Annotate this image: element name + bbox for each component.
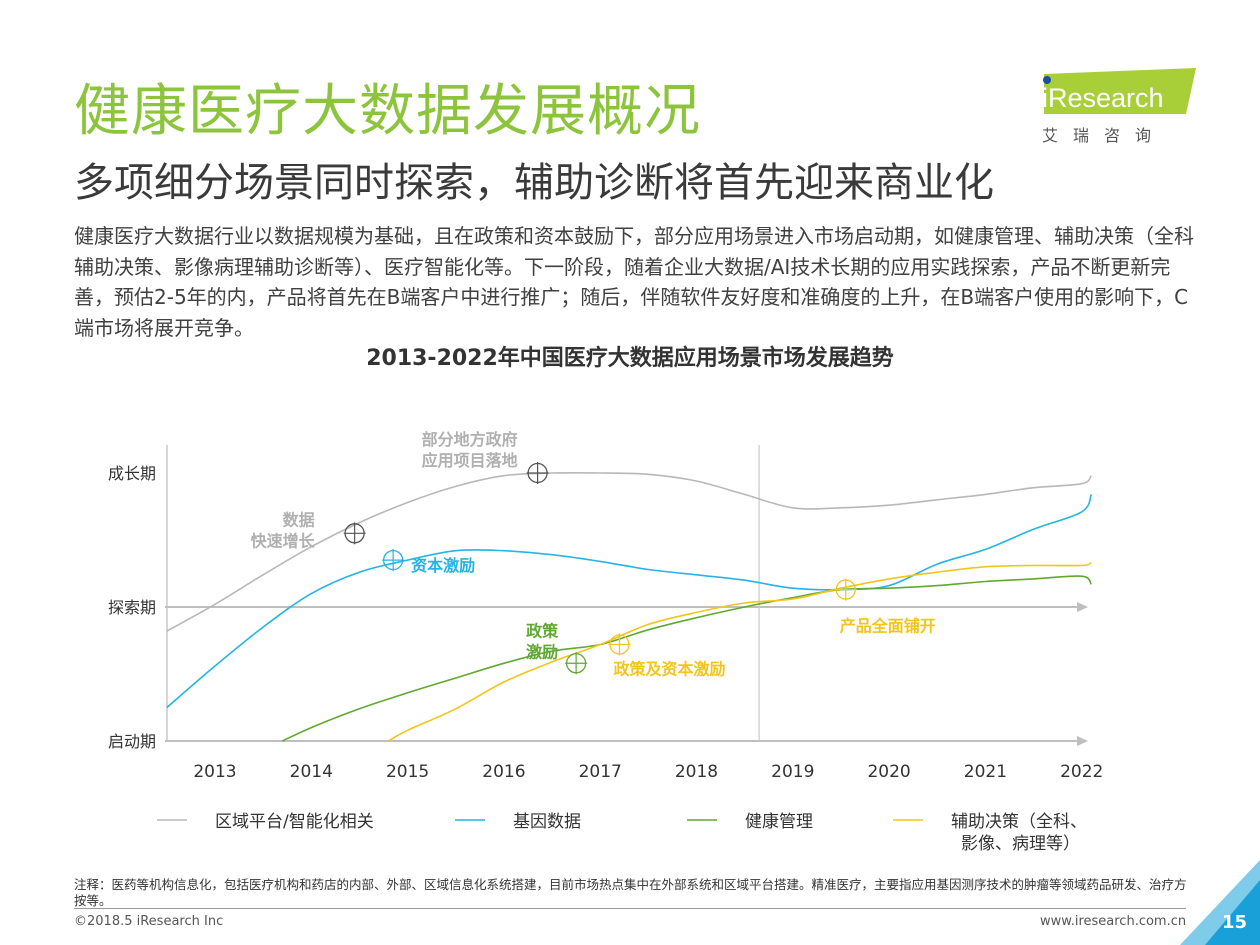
intro-paragraph: 健康医疗大数据行业以数据规模为基础，且在政策和资本鼓励下，部分应用场景进入市场启… <box>74 224 1194 340</box>
y-tick-label: 探索期 <box>108 598 156 617</box>
series-line-1 <box>166 494 1093 709</box>
x-tick-label: 2015 <box>386 762 429 782</box>
annotation-label: 快速增长 <box>251 531 316 550</box>
annotation-label: 政策及资本激励 <box>613 660 725 679</box>
logo-dot <box>1043 76 1051 84</box>
x-tick-label: 2020 <box>867 762 910 782</box>
iresearch-logo: iResearch <box>1042 68 1196 114</box>
x-tick-label: 2014 <box>290 762 333 782</box>
page-number: 15 <box>1222 912 1248 933</box>
logo-banner <box>1044 68 1196 114</box>
x-tick-label: 2016 <box>482 762 525 782</box>
page-subtitle: 多项细分场景同时探索，辅助诊断将首先迎来商业化 <box>74 160 994 206</box>
legend-label: 影像、病理等） <box>961 834 1080 854</box>
website-url: www.iresearch.com.cn <box>1040 914 1187 929</box>
legend-label: 辅助决策（全科、 <box>951 812 1087 832</box>
legend-label: 健康管理 <box>745 812 813 832</box>
annotation-label: 部分地方政府 <box>422 430 518 449</box>
footnote: 注释：医药等机构信息化，包括医疗机构和药店的内部、外部、区域信息化系统搭建，目前… <box>74 877 1187 908</box>
x-tick-label: 2017 <box>579 762 622 782</box>
legend-label: 基因数据 <box>513 812 581 832</box>
annotation-label: 数据 <box>283 510 315 529</box>
x-tick-label: 2022 <box>1060 762 1103 782</box>
x-tick-label: 2018 <box>675 762 718 782</box>
annotation-label: 应用项目落地 <box>422 451 518 470</box>
logo-brand-text: iResearch <box>1042 83 1164 113</box>
series-line-3 <box>387 562 1092 742</box>
trend-chart: 启动期 探索期 成长期 2013 2014 2015 2016 2017 2018 2019 202… <box>108 430 1103 854</box>
x-tick-label: 2021 <box>964 762 1007 782</box>
footer-divider <box>74 908 1186 909</box>
series-line-0 <box>166 471 1092 632</box>
series-line-2 <box>282 575 1092 742</box>
x-tick-label: 2013 <box>193 762 236 782</box>
logo-cn-text: 艾瑞咨询 <box>1042 126 1167 145</box>
annotation-label: 产品全面铺开 <box>840 617 936 636</box>
copyright: ©2018.5 iResearch Inc <box>74 914 224 929</box>
annotation-label: 资本激励 <box>411 556 475 575</box>
annotation-label: 激励 <box>526 642 558 661</box>
annotation-label: 政策 <box>526 621 559 640</box>
axis-arrow-head <box>1077 736 1088 746</box>
x-tick-label: 2019 <box>771 762 814 782</box>
chart-title: 2013-2022年中国医疗大数据应用场景市场发展趋势 <box>366 346 894 371</box>
page-title: 健康医疗大数据发展概况 <box>74 79 701 144</box>
axis-arrow-head <box>1077 602 1088 612</box>
legend-label: 区域平台/智能化相关 <box>215 812 374 832</box>
y-tick-label: 启动期 <box>108 732 156 751</box>
y-tick-label: 成长期 <box>108 464 156 483</box>
